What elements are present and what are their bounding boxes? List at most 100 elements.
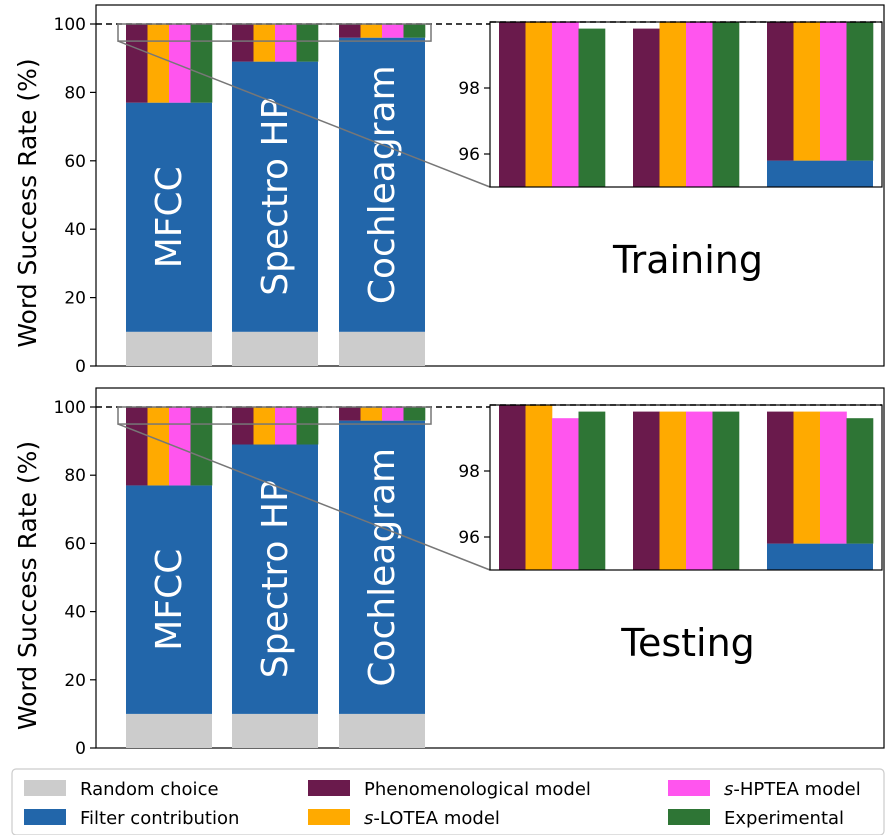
inset-axes: 96 98 bbox=[458, 21, 883, 188]
bar-segment-experimental bbox=[296, 24, 319, 62]
inset-bar-phenomenological-model bbox=[767, 22, 794, 161]
legend-swatch bbox=[668, 780, 710, 796]
legend-label: Random choice bbox=[80, 779, 219, 800]
bar-segment-s-hptea-model bbox=[275, 407, 297, 445]
inset-bar-s-hptea-model bbox=[552, 22, 579, 187]
legend-item: Random choice bbox=[24, 779, 219, 800]
inset-bar-s-hptea-model bbox=[552, 418, 579, 570]
bar-random-choice bbox=[126, 713, 212, 748]
legend-label-text: Experimental bbox=[724, 808, 844, 829]
bar-segment-experimental bbox=[403, 24, 426, 38]
legend-item: Phenomenological model bbox=[308, 779, 591, 800]
bar-segment-experimental bbox=[403, 407, 426, 421]
y-tick-label: 60 bbox=[64, 152, 86, 172]
legend-swatch bbox=[308, 780, 350, 796]
inset-bar-experimental bbox=[578, 411, 606, 570]
legend-swatch bbox=[24, 780, 66, 796]
inset-bar-s-lotea-model bbox=[793, 411, 821, 544]
legend-label-prefix: s bbox=[724, 779, 733, 800]
category-label: MFCC bbox=[149, 166, 190, 268]
legend-label: s-HPTEA model bbox=[724, 779, 861, 800]
bar-segment-s-hptea-model bbox=[169, 24, 191, 103]
inset-bar-s-hptea-model bbox=[686, 411, 713, 570]
bar-segment-experimental bbox=[190, 24, 213, 103]
chart-panel-testing: 0 20 40 60 80 100 Word Success Rate (%) MFCC Spe… bbox=[13, 387, 885, 759]
inset-bar-experimental bbox=[712, 22, 740, 187]
legend-label: Experimental bbox=[724, 808, 844, 829]
inset-bar-phenomenological-model bbox=[633, 28, 660, 187]
zoom-region-box bbox=[117, 23, 432, 42]
legend-label-text: -LOTEA model bbox=[373, 808, 500, 829]
chart-panel-training: 0 20 40 60 80 100 Word Success Rate (%) MFCC Spe… bbox=[13, 4, 885, 377]
bar-random-choice bbox=[126, 331, 212, 366]
zoom-region-box bbox=[117, 406, 432, 425]
legend-swatch bbox=[24, 809, 66, 825]
inset-bar-s-lotea-model bbox=[659, 22, 687, 187]
bar-segment-s-hptea-model bbox=[275, 24, 297, 62]
inset-bar-s-hptea-model bbox=[820, 22, 847, 161]
inset-bar-filter-contribution bbox=[767, 543, 873, 570]
zoom-connector bbox=[117, 423, 491, 571]
y-tick-label: 100 bbox=[54, 398, 86, 418]
y-tick-label: 20 bbox=[64, 671, 86, 691]
bar-segment-s-hptea-model bbox=[382, 24, 404, 38]
legend-label-text: -HPTEA model bbox=[733, 779, 860, 800]
bar-segment-s-lotea-model bbox=[147, 24, 170, 103]
bar-segment-s-lotea-model bbox=[360, 24, 383, 38]
inset-bar-experimental bbox=[846, 418, 874, 544]
category-label: MFCC bbox=[149, 549, 190, 651]
zoom-connector bbox=[117, 40, 491, 188]
legend-item: s-LOTEA model bbox=[308, 808, 500, 829]
y-tick-label: 100 bbox=[54, 15, 86, 35]
category-label: Spectro HP bbox=[255, 98, 296, 296]
y-tick-label: 40 bbox=[64, 220, 86, 240]
legend-item: s-HPTEA model bbox=[668, 779, 861, 800]
axes-frame bbox=[95, 387, 885, 749]
category-label: Spectro HP bbox=[255, 480, 296, 678]
bar-segment-s-lotea-model bbox=[253, 407, 276, 445]
inset-bar-phenomenological-model bbox=[767, 411, 794, 544]
y-axis-label: Word Success Rate (%) bbox=[13, 58, 42, 347]
bar-filter-contribution bbox=[339, 420, 425, 714]
inset-y-tick-label: 98 bbox=[458, 79, 480, 99]
inset-bar-phenomenological-model bbox=[633, 411, 660, 570]
inset-y-tick-label: 96 bbox=[458, 528, 480, 548]
legend-label: Phenomenological model bbox=[364, 779, 591, 800]
inset-bar-phenomenological-model bbox=[499, 405, 526, 570]
bar-segment-phenomenological-model bbox=[232, 24, 254, 62]
inset-bar-s-lotea-model bbox=[793, 22, 821, 161]
panel-label: Training bbox=[612, 238, 763, 282]
legend-label: Filter contribution bbox=[80, 808, 239, 829]
legend-label-text: Filter contribution bbox=[80, 808, 239, 829]
inset-bar-experimental bbox=[712, 411, 740, 570]
y-axis-label: Word Success Rate (%) bbox=[13, 441, 42, 730]
legend-swatch bbox=[308, 809, 350, 825]
y-tick-label: 80 bbox=[64, 466, 86, 486]
bar-segment-s-lotea-model bbox=[147, 407, 170, 486]
y-tick-label: 80 bbox=[64, 83, 86, 103]
inset-bar-filter-contribution bbox=[767, 160, 873, 187]
bar-segment-s-hptea-model bbox=[169, 407, 191, 486]
inset-bar-s-lotea-model bbox=[659, 411, 687, 570]
bar-segment-phenomenological-model bbox=[126, 24, 148, 103]
bar-segment-phenomenological-model bbox=[339, 24, 361, 38]
y-tick-label: 20 bbox=[64, 289, 86, 309]
bar-random-choice bbox=[339, 713, 425, 748]
bar-segment-experimental bbox=[296, 407, 319, 445]
legend-label-text: Phenomenological model bbox=[364, 779, 591, 800]
inset-bar-phenomenological-model bbox=[499, 22, 526, 187]
inset-bar-s-hptea-model bbox=[820, 411, 847, 544]
bar-filter-contribution bbox=[126, 485, 212, 714]
inset-bar-s-lotea-model bbox=[525, 22, 553, 187]
bar-segment-phenomenological-model bbox=[339, 407, 361, 421]
inset-y-tick-label: 96 bbox=[458, 145, 480, 165]
legend-label-text: Random choice bbox=[80, 779, 219, 800]
inset-y-tick-label: 98 bbox=[458, 462, 480, 482]
inset-bar-s-hptea-model bbox=[686, 22, 713, 187]
bar-random-choice bbox=[339, 331, 425, 366]
bar-random-choice bbox=[232, 331, 318, 366]
legend-item: Experimental bbox=[668, 808, 844, 829]
legend-swatch bbox=[668, 809, 710, 825]
